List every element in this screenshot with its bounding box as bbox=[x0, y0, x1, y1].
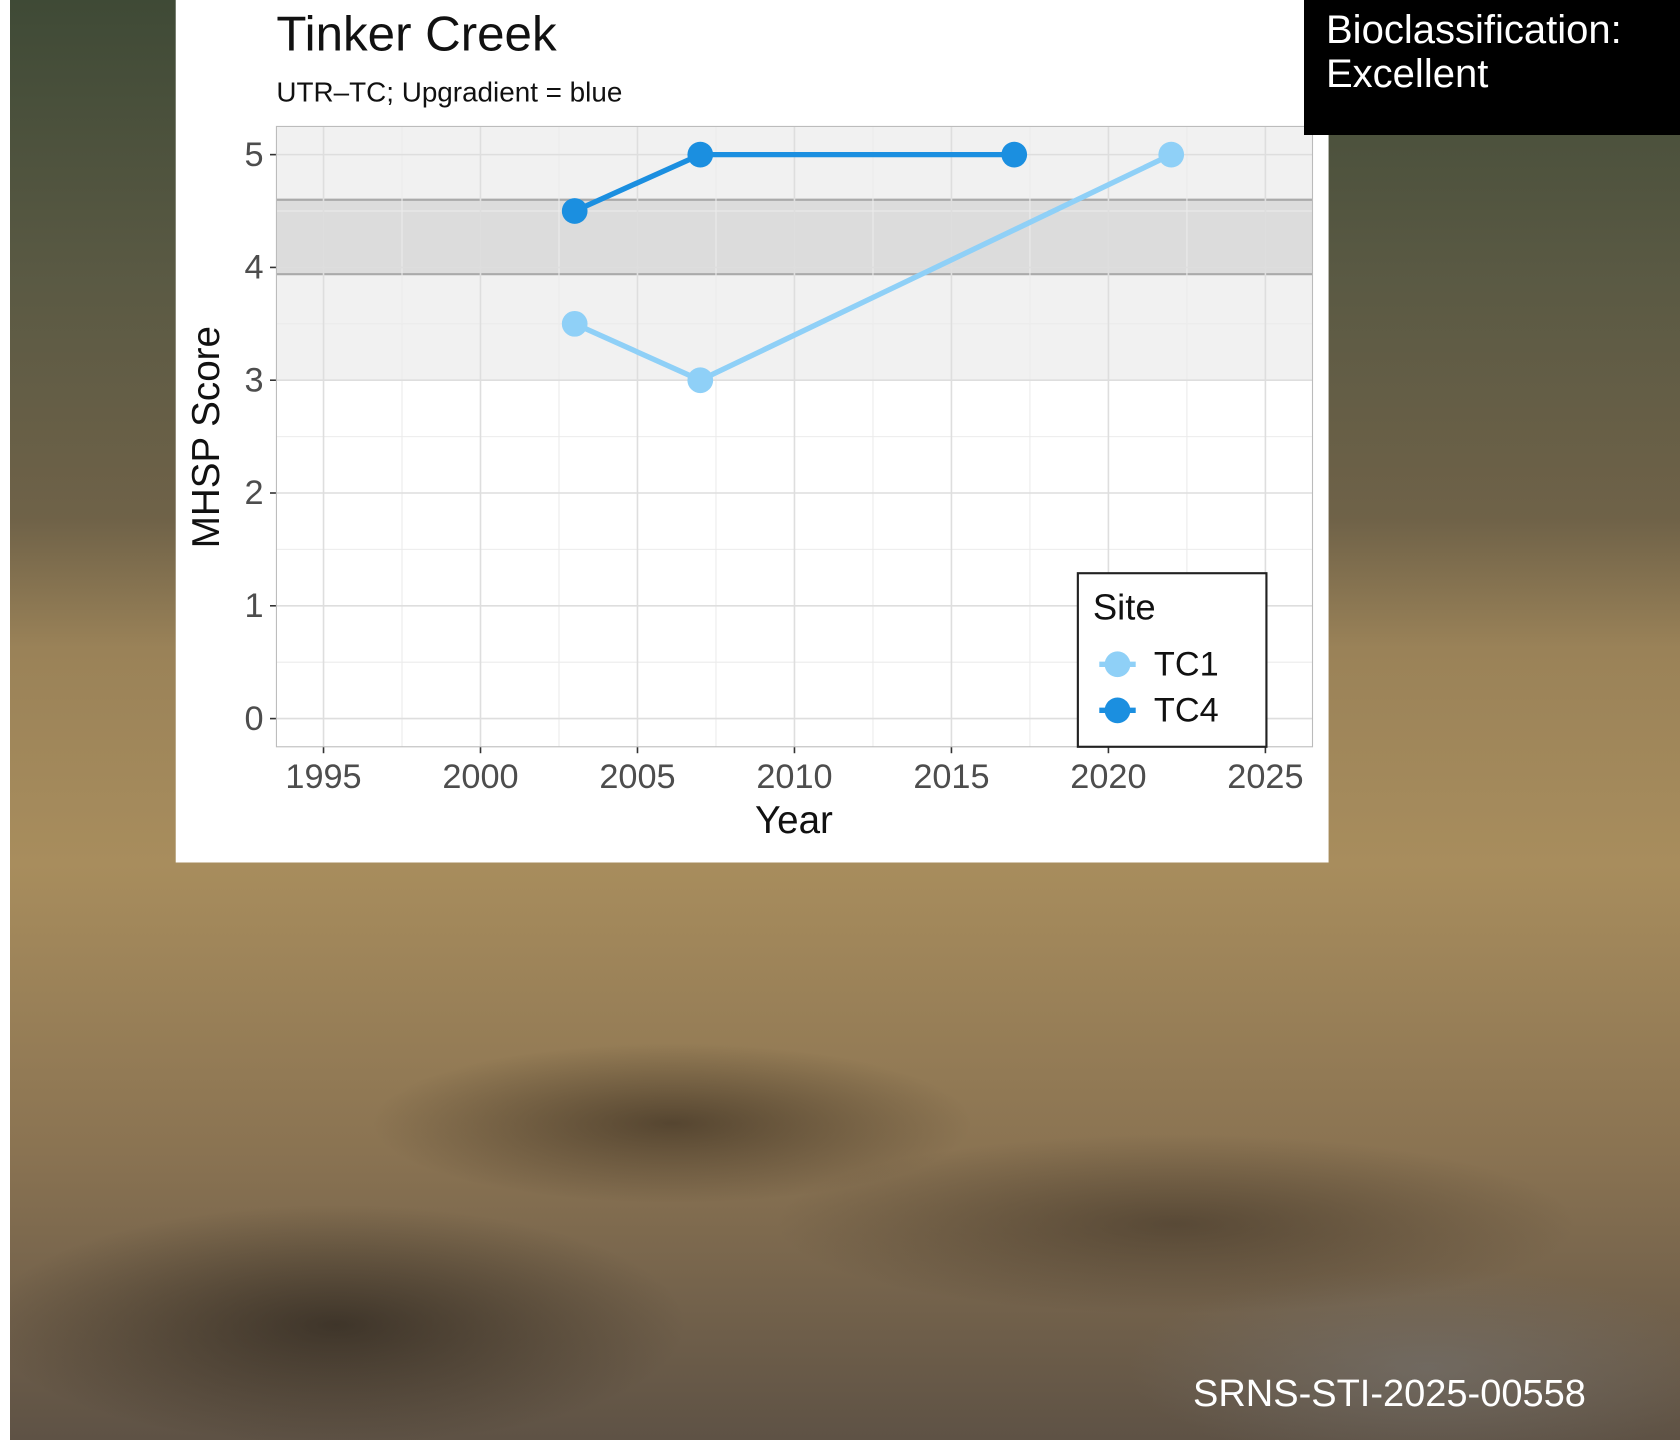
data-point bbox=[1158, 141, 1185, 168]
legend-label: TC1 bbox=[1154, 645, 1219, 683]
data-point bbox=[561, 198, 588, 224]
x-tick-label: 2025 bbox=[1227, 758, 1303, 796]
data-point bbox=[1001, 141, 1028, 168]
data-point bbox=[687, 141, 714, 168]
y-tick-label: 0 bbox=[245, 700, 264, 738]
y-tick-label: 5 bbox=[245, 136, 264, 174]
x-tick-label: 2000 bbox=[442, 758, 518, 796]
y-axis-label: MHSP Score bbox=[185, 326, 228, 548]
chart-subtitle: UTR–TC; Upgradient = blue bbox=[276, 77, 622, 108]
x-tick-label: 2010 bbox=[756, 758, 832, 796]
document-id: SRNS-STI-2025-00558 bbox=[1193, 1373, 1586, 1415]
bioclassification-badge: Bioclassification: Excellent bbox=[1304, 0, 1680, 135]
y-tick-label: 3 bbox=[245, 361, 264, 399]
x-tick-label: 2005 bbox=[599, 758, 675, 796]
y-tick-label: 1 bbox=[245, 587, 264, 625]
x-axis-label: Year bbox=[755, 799, 833, 842]
legend-title: Site bbox=[1093, 586, 1156, 627]
chart-title: Tinker Creek bbox=[276, 7, 557, 62]
legend-label: TC4 bbox=[1154, 692, 1219, 730]
legend-key bbox=[1104, 651, 1131, 678]
data-point bbox=[561, 310, 588, 337]
legend-key bbox=[1104, 697, 1131, 724]
y-tick-label: 4 bbox=[245, 249, 264, 287]
y-tick-label: 2 bbox=[245, 474, 264, 512]
x-tick-label: 2015 bbox=[913, 758, 989, 796]
x-tick-label: 2020 bbox=[1070, 758, 1146, 796]
x-tick-label: 1995 bbox=[285, 758, 361, 796]
plot-border bbox=[275, 125, 1314, 748]
data-point bbox=[687, 367, 714, 394]
